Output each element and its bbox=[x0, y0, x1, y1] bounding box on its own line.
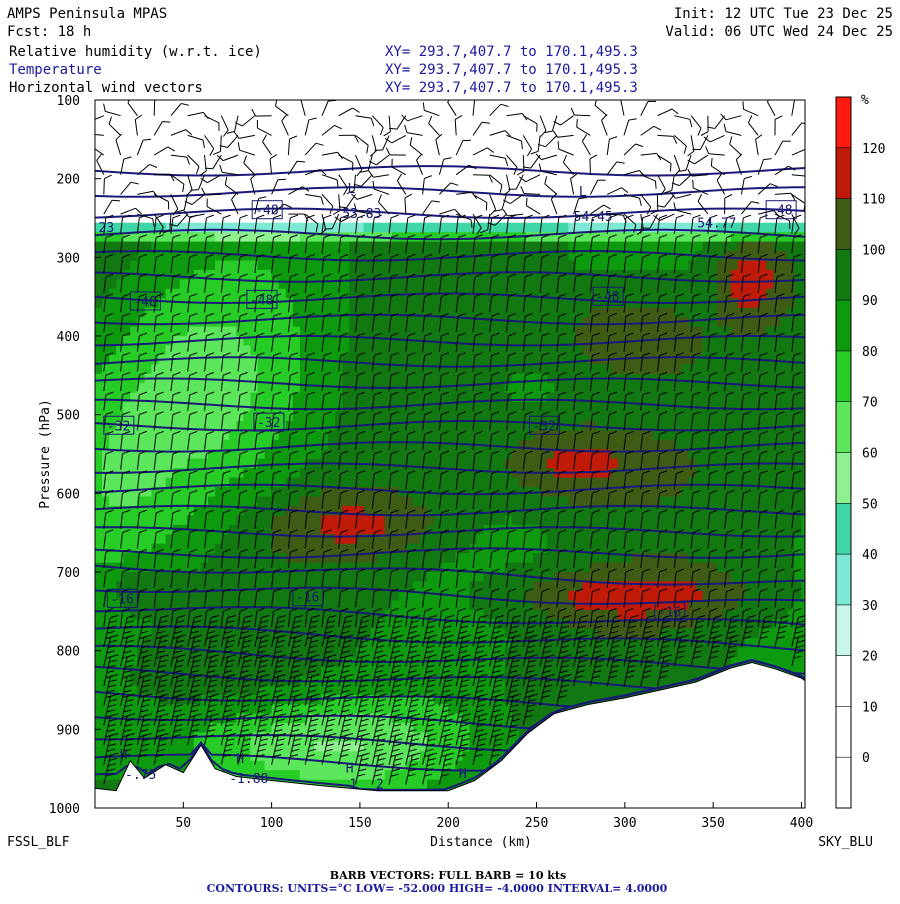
colorbar-swatch bbox=[836, 554, 851, 605]
contours-note: CONTOURS: UNITS=°C LOW= -52.000 HIGH= -4… bbox=[207, 882, 668, 895]
y-tick-label: 100 bbox=[57, 94, 80, 109]
temp-contour-label: -16 bbox=[296, 591, 319, 606]
forecast-hour: Fcst: 18 h bbox=[7, 24, 91, 40]
temp-contour-label: -48 bbox=[250, 293, 273, 308]
colorbar-tick-label: 60 bbox=[862, 447, 878, 462]
temp-contour-label: -32 bbox=[107, 419, 130, 434]
x-tick-label: 350 bbox=[701, 816, 724, 831]
temp-contour-label: -16 bbox=[110, 592, 133, 607]
temp-contour-label: -48 bbox=[255, 204, 278, 219]
y-tick-label: 800 bbox=[57, 645, 80, 660]
colorbar-swatch bbox=[836, 706, 851, 757]
colorbar-swatch bbox=[836, 300, 851, 351]
end-point-label: SKY_BLU bbox=[818, 835, 873, 850]
init-time: Init: 12 UTC Tue 23 Dec 25 bbox=[674, 6, 893, 22]
model-title: AMPS Peninsula MPAS bbox=[7, 6, 167, 22]
colorbar-tick-label: 120 bbox=[862, 142, 885, 157]
extremum-label: H bbox=[120, 748, 128, 763]
y-tick-label: 900 bbox=[57, 723, 80, 738]
extremum-label: 53.83 bbox=[342, 207, 381, 222]
y-tick-label: 1000 bbox=[49, 802, 80, 817]
field-temp-xy: XY= 293.7,407.7 to 170.1,495.3 bbox=[385, 62, 638, 78]
extremum-label: 1 bbox=[349, 777, 357, 792]
field-temp-name: Temperature bbox=[9, 62, 102, 78]
extremum-label: -.75 bbox=[125, 768, 156, 783]
field-rh-xy: XY= 293.7,407.7 to 170.1,495.3 bbox=[385, 44, 638, 60]
colorbar-unit: % bbox=[861, 93, 869, 108]
plot-area bbox=[83, 95, 816, 818]
colorbar-tick-label: 10 bbox=[862, 700, 878, 715]
extremum-label: L bbox=[579, 185, 587, 200]
extremum-label: 54.45 bbox=[574, 210, 613, 225]
colorbar-tick-label: 0 bbox=[862, 751, 870, 766]
y-tick-label: 700 bbox=[57, 566, 80, 581]
x-tick-label: 300 bbox=[613, 816, 636, 831]
colorbar-swatch bbox=[836, 148, 851, 199]
y-tick-label: 200 bbox=[57, 173, 80, 188]
colorbar-swatch bbox=[836, 402, 851, 453]
colorbar-swatch bbox=[836, 199, 851, 250]
colorbar-tick-label: 70 bbox=[862, 396, 878, 411]
extremum-label: -1.88 bbox=[229, 772, 268, 787]
field-wind-xy: XY= 293.7,407.7 to 170.1,495.3 bbox=[385, 80, 638, 96]
colorbar: 0 10 20 30 40 50 60 70 80 90 100 110 120 bbox=[836, 97, 885, 808]
start-point-label: FSSL_BLF bbox=[7, 835, 70, 850]
colorbar-swatch bbox=[836, 757, 851, 808]
colorbar-swatch bbox=[836, 249, 851, 300]
colorbar-tick-label: 40 bbox=[862, 548, 878, 563]
colorbar-tick-label: 50 bbox=[862, 497, 878, 512]
temp-contour-label: -32 bbox=[257, 416, 280, 431]
temp-contour-label: -16 bbox=[658, 606, 681, 621]
y-tick-label: 500 bbox=[57, 409, 80, 424]
y-axis-ticks: 100 200 300 400 500 600 700 800 900 1000 bbox=[49, 94, 101, 817]
y-tick-label: 400 bbox=[57, 330, 80, 345]
temp-contour-label: -32 bbox=[532, 419, 555, 434]
extremum-label: L bbox=[348, 182, 356, 197]
colorbar-swatch bbox=[836, 453, 851, 504]
x-tick-label: 400 bbox=[790, 816, 813, 831]
temp-contour-label: -48 bbox=[596, 290, 619, 305]
colorbar-swatch bbox=[836, 656, 851, 707]
colorbar-tick-label: 100 bbox=[862, 243, 885, 258]
x-axis-label: Distance (km) bbox=[430, 835, 532, 850]
valid-time: Valid: 06 UTC Wed 24 Dec 25 bbox=[665, 24, 893, 40]
extremum-label: H bbox=[346, 762, 354, 777]
colorbar-tick-label: 80 bbox=[862, 345, 878, 360]
colorbar-swatch bbox=[836, 503, 851, 554]
extremum-label: 23 bbox=[99, 221, 115, 236]
y-tick-label: 300 bbox=[57, 251, 80, 266]
y-axis-label: Pressure (hPa) bbox=[38, 399, 53, 509]
x-tick-label: 250 bbox=[525, 816, 548, 831]
x-tick-label: 150 bbox=[348, 816, 371, 831]
field-rh-name: Relative humidity (w.r.t. ice) bbox=[9, 44, 262, 60]
colorbar-tick-label: 90 bbox=[862, 294, 878, 309]
colorbar-swatch bbox=[836, 351, 851, 402]
colorbar-tick-label: 110 bbox=[862, 193, 885, 208]
extremum-label: 2 bbox=[376, 777, 384, 792]
colorbar-tick-label: 20 bbox=[862, 650, 878, 665]
x-tick-label: 200 bbox=[436, 816, 459, 831]
colorbar-tick-label: 30 bbox=[862, 599, 878, 614]
extremum-label: H bbox=[236, 752, 244, 767]
temp-contour-label: -48 bbox=[769, 204, 792, 219]
extremum-label: H bbox=[459, 767, 467, 782]
y-tick-label: 600 bbox=[57, 487, 80, 502]
temp-contour-label: -48 bbox=[133, 295, 156, 310]
x-tick-label: 50 bbox=[175, 816, 191, 831]
barb-note: BARB VECTORS: FULL BARB = 10 kts bbox=[330, 869, 566, 882]
extremum-label: 54.77 bbox=[697, 216, 736, 231]
x-tick-label: 100 bbox=[260, 816, 283, 831]
colorbar-swatch bbox=[836, 97, 851, 148]
field-wind-name: Horizontal wind vectors bbox=[9, 80, 203, 96]
colorbar-swatch bbox=[836, 605, 851, 656]
